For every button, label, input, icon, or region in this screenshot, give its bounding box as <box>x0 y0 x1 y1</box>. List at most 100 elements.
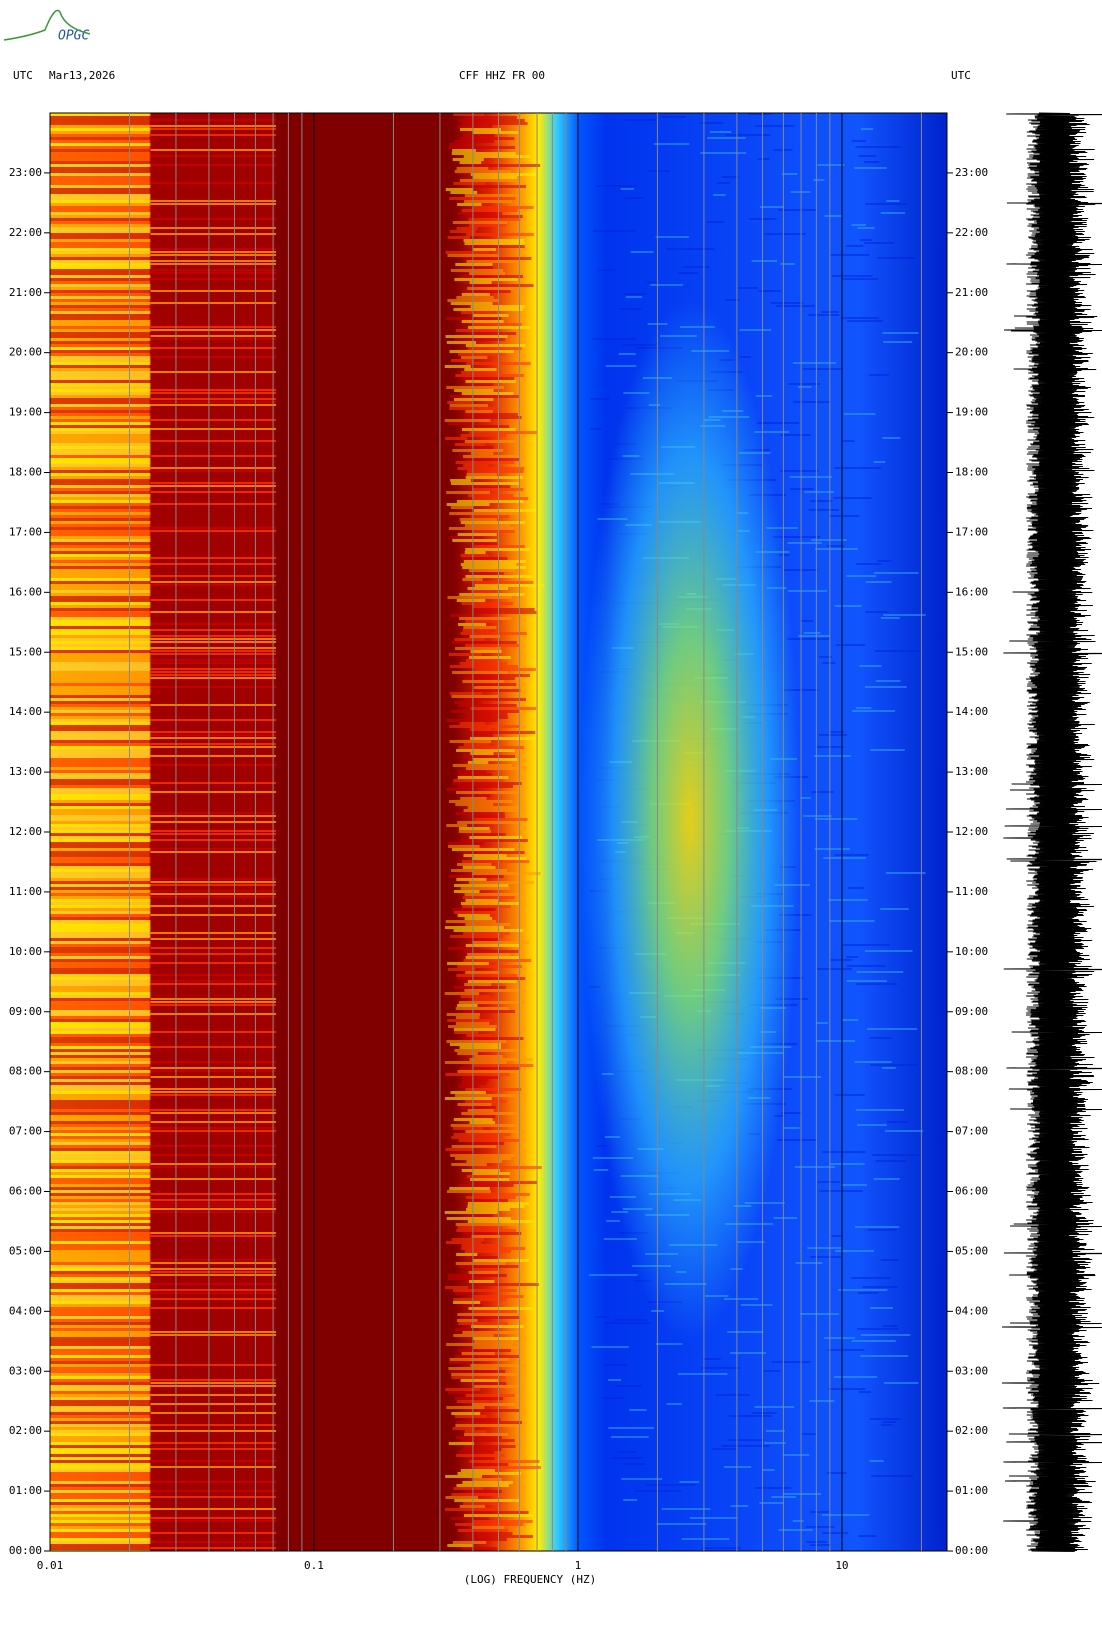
texture-stripe <box>50 251 151 254</box>
texture-stripe <box>50 779 151 782</box>
texture-stripe <box>50 1220 151 1223</box>
texture-stripe <box>50 992 151 995</box>
texture-stripe <box>464 242 525 245</box>
texture-stripe <box>472 1337 519 1340</box>
texture-stripe <box>467 1205 525 1208</box>
texture-stripe <box>473 1055 503 1058</box>
texture-stripe <box>50 1433 151 1436</box>
texture-stripe <box>456 599 486 602</box>
texture-stripe <box>50 203 151 206</box>
texture-stripe <box>474 1385 522 1388</box>
texture-stripe <box>444 1097 492 1100</box>
texture-stripe <box>473 206 534 209</box>
texture-stripe <box>50 182 151 185</box>
texture-stripe <box>150 1532 277 1534</box>
texture-stripe <box>458 830 492 833</box>
texture-stripe <box>778 209 818 211</box>
texture-stripe <box>50 125 151 128</box>
texture-stripe <box>50 1175 151 1178</box>
texture-stripe <box>457 1472 521 1475</box>
texture-stripe <box>50 1169 151 1172</box>
texture-stripe <box>50 1541 151 1544</box>
texture-stripe <box>446 317 502 320</box>
texture-stripe <box>50 884 151 887</box>
texture-stripe <box>590 428 602 430</box>
texture-stripe <box>465 1394 515 1397</box>
texture-stripe <box>885 872 926 874</box>
texture-stripe <box>782 569 818 571</box>
texture-stripe <box>50 938 151 941</box>
texture-stripe <box>865 203 907 205</box>
texture-stripe <box>50 338 151 341</box>
texture-stripe <box>455 803 494 806</box>
texture-stripe <box>150 419 277 421</box>
texture-stripe <box>464 989 526 992</box>
texture-stripe <box>856 971 904 973</box>
texture-stripe <box>50 617 151 620</box>
texture-stripe <box>819 1190 863 1192</box>
texture-stripe <box>50 1535 151 1538</box>
texture-stripe <box>770 302 804 304</box>
texture-stripe <box>150 890 277 892</box>
texture-stripe <box>50 707 151 710</box>
texture-stripe <box>50 1217 151 1220</box>
texture-stripe <box>465 944 520 947</box>
texture-stripe <box>821 1514 870 1516</box>
texture-stripe <box>463 677 515 680</box>
texture-stripe <box>464 983 492 986</box>
texture-stripe <box>453 1133 511 1136</box>
y-tick-label: 15:00 <box>9 645 42 658</box>
texture-stripe <box>50 797 151 800</box>
texture-stripe <box>725 299 740 301</box>
texture-stripe <box>730 1505 749 1507</box>
texture-stripe <box>829 515 859 517</box>
texture-stripe <box>455 1094 516 1097</box>
texture-stripe <box>762 1469 775 1471</box>
texture-stripe <box>608 1379 622 1381</box>
texture-stripe <box>880 908 909 910</box>
y-tick-label: 19:00 <box>9 406 42 419</box>
texture-stripe <box>449 692 483 695</box>
texture-stripe <box>150 356 277 358</box>
texture-stripe <box>831 1235 842 1237</box>
texture-stripe <box>465 899 499 902</box>
texture-stripe <box>464 416 522 419</box>
texture-stripe <box>50 596 151 599</box>
texture-stripe <box>466 767 527 770</box>
texture-stripe <box>467 1109 494 1112</box>
texture-stripe <box>150 290 277 292</box>
texture-stripe <box>819 734 848 736</box>
texture-stripe <box>451 1517 489 1520</box>
texture-stripe <box>453 1028 496 1031</box>
texture-stripe <box>461 377 515 380</box>
texture-stripe <box>461 1547 498 1550</box>
y-tick-label: 11:00 <box>9 885 42 898</box>
texture-stripe <box>841 1019 859 1021</box>
texture-stripe <box>150 641 277 643</box>
texture-stripe <box>621 1478 663 1480</box>
texture-stripe <box>50 1082 151 1085</box>
texture-stripe <box>50 293 151 296</box>
texture-stripe <box>50 521 151 524</box>
texture-stripe <box>469 224 507 227</box>
texture-stripe <box>458 1184 514 1187</box>
texture-stripe <box>150 581 277 583</box>
texture-stripe <box>666 1403 682 1405</box>
texture-stripe <box>50 1178 151 1181</box>
texture-stripe <box>447 968 476 971</box>
texture-stripe <box>150 1292 277 1294</box>
texture-stripe <box>50 1520 151 1523</box>
texture-stripe <box>462 905 511 908</box>
texture-stripe <box>50 1328 151 1331</box>
texture-stripe <box>815 818 858 820</box>
texture-stripe <box>465 410 493 413</box>
texture-stripe <box>661 1508 711 1510</box>
left-header: UTC <box>13 69 33 82</box>
texture-stripe <box>50 875 151 878</box>
texture-stripe <box>50 977 151 980</box>
texture-stripe <box>150 254 277 256</box>
texture-stripe <box>50 1475 151 1478</box>
texture-stripe <box>50 740 151 743</box>
texture-stripe <box>828 920 875 922</box>
texture-stripe <box>457 1070 525 1073</box>
